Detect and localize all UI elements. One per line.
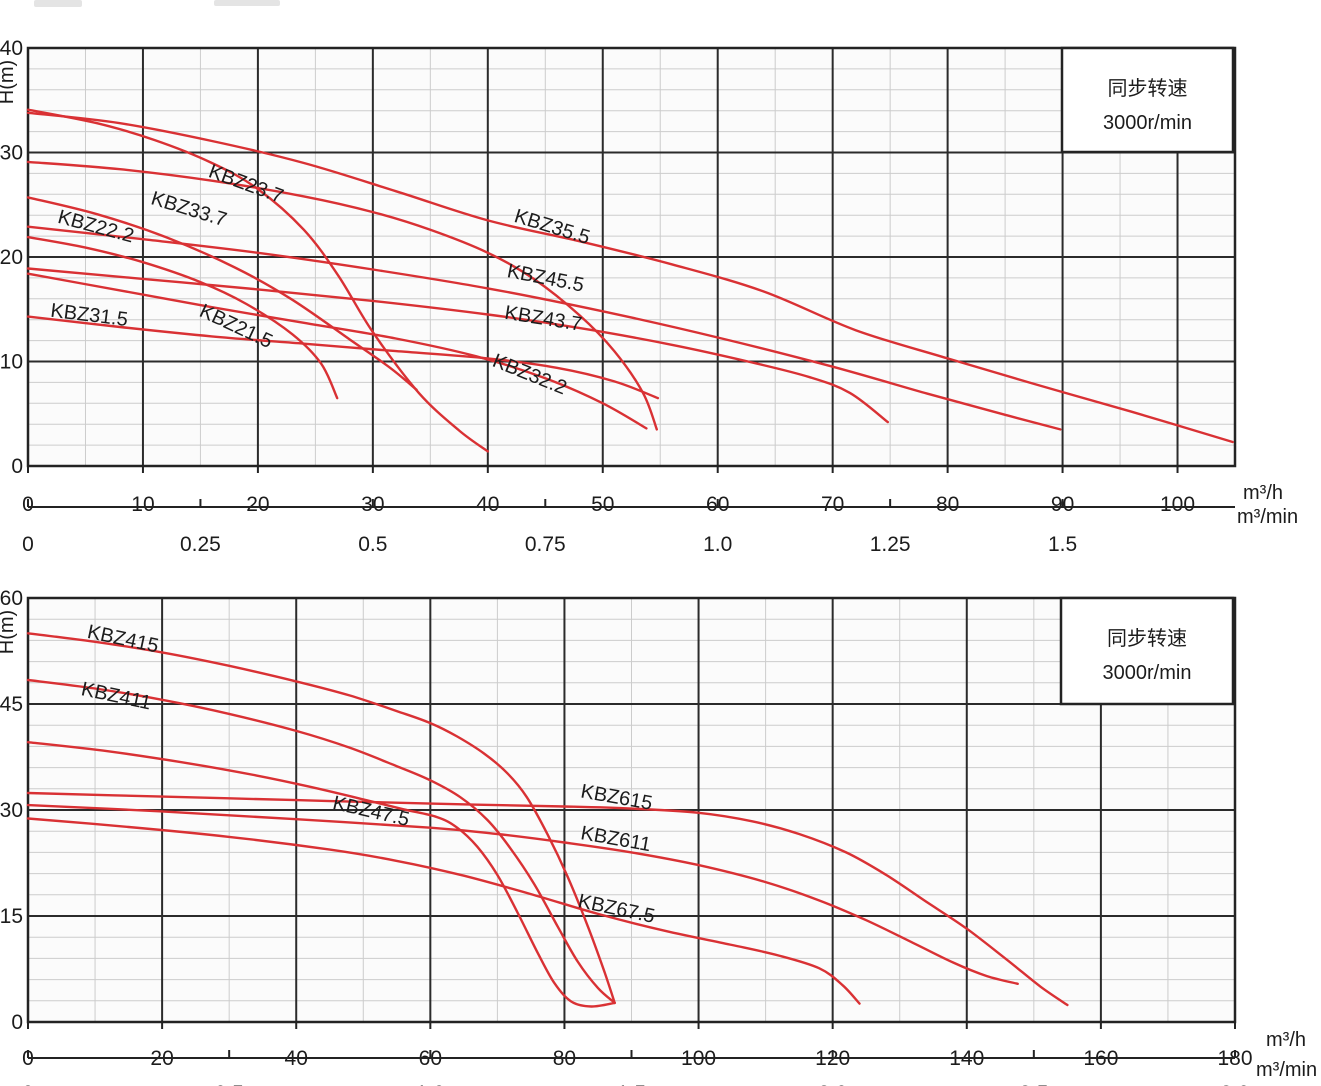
y-tick-label: 30 <box>0 799 23 822</box>
x-tick-label: 80 <box>936 493 959 516</box>
x2-tick-label: 0.5 <box>215 1082 244 1086</box>
y-tick-label: 45 <box>0 693 23 716</box>
x2-tick-label: 0.5 <box>358 533 387 556</box>
legend-line2-bottom: 3000r/min <box>1103 662 1192 684</box>
legend-box-bottom <box>1059 596 1235 706</box>
legend-line1-top: 同步转速 <box>1108 77 1188 100</box>
x-unit-primary-bottom: m³/h <box>1266 1029 1306 1051</box>
x2-tick-label: 1.5 <box>617 1082 646 1086</box>
y-axis-title-bottom: H(m) <box>0 610 18 654</box>
x-unit-secondary-top: m³/min <box>1237 506 1298 528</box>
curve-KBZ35.5 <box>26 111 1234 444</box>
plot-border-top <box>26 46 1237 468</box>
x2-tick-label: 0 <box>22 533 34 556</box>
legend-top: 同步转速 3000r/min <box>1060 46 1235 154</box>
curve-KBZ47.5 <box>26 741 616 1008</box>
major-grid-top <box>28 48 1235 466</box>
legend-box-top <box>1060 46 1235 154</box>
curve-KBZ32.2 <box>26 272 648 430</box>
y-tick-label: 20 <box>0 246 23 269</box>
curves-bottom <box>26 632 1069 1008</box>
x2-tick-label: 0.25 <box>180 533 221 556</box>
curve-KBZ615 <box>26 791 1069 1007</box>
legend-bottom: 同步转速 3000r/min <box>1059 596 1235 706</box>
artifact-mark <box>34 0 82 7</box>
y-axis-title-top: H(m) <box>0 60 18 104</box>
curve-KBZ611 <box>26 803 1019 985</box>
x2-tick-label: 1.0 <box>416 1082 445 1086</box>
x-axis-top: 0102030405060708090100 <box>22 466 1195 516</box>
x2-tick-label: 1.5 <box>1048 533 1077 556</box>
x2-tick-label: 2.0 <box>818 1082 847 1086</box>
curve-KBZ23.7 <box>26 108 489 453</box>
curve-KBZ21.5 <box>26 235 339 400</box>
x-unit-secondary-bottom: m³/min <box>1256 1059 1317 1081</box>
x2-tick-label: 0 <box>22 1082 34 1086</box>
curve-KBZ43.7 <box>26 267 889 424</box>
y-tick-label: 60 <box>0 587 23 610</box>
x-tick-label: 20 <box>246 493 269 516</box>
chart-top: 0102030405060708090100010203040H(m)00.25… <box>0 37 1298 556</box>
x2-axis-bottom: 0 0.5 1.0 1.5 2.0 2.5 3.0 <box>22 1050 1250 1086</box>
chart-bottom: 020406080100120140160180015304560H(m)00.… <box>0 587 1317 1086</box>
y-tick-label: 0 <box>11 1011 23 1034</box>
y-axis-bottom: 0 15 30 45 60 <box>0 587 23 1034</box>
x-tick-label: 40 <box>476 493 499 516</box>
legend-line1-bottom: 同步转速 <box>1107 627 1187 650</box>
y-tick-label: 40 <box>0 37 23 60</box>
curves-top <box>26 108 1234 453</box>
legend-line2-top: 3000r/min <box>1103 112 1192 134</box>
x2-tick-label: 0.75 <box>525 533 566 556</box>
x-tick-label: 100 <box>1160 493 1195 516</box>
y-tick-label: 15 <box>0 905 23 928</box>
x2-axis-top: 0 0.25 0.5 0.75 1.0 1.25 1.5 <box>22 499 1235 556</box>
curve-KBZ22.2 <box>26 196 418 391</box>
y-tick-label: 30 <box>0 142 23 165</box>
x-tick-label: 70 <box>821 493 844 516</box>
plot-border-bottom <box>26 596 1237 1024</box>
x-tick-label: 50 <box>591 493 614 516</box>
x2-tick-label: 1.0 <box>703 533 732 556</box>
y-tick-label: 10 <box>0 351 23 374</box>
curve-KBZ31.5 <box>26 315 660 400</box>
y-tick-label: 0 <box>11 455 23 478</box>
cropped-text-artifact <box>34 0 280 7</box>
y-axis-top: 0 10 20 30 40 <box>0 37 23 478</box>
artifact-mark <box>214 0 280 6</box>
curve-KBZ411 <box>26 678 616 1005</box>
x-axis-bottom: 020406080100120140160180 <box>22 1022 1253 1070</box>
x-unit-primary-top: m³/h <box>1243 482 1283 504</box>
curve-KBZ33.7 <box>26 160 658 431</box>
x-tick-label: 10 <box>131 493 154 516</box>
curve-KBZ45.5 <box>26 225 1062 431</box>
x2-tick-label: 2.5 <box>1019 1082 1048 1086</box>
x2-tick-label: 3.0 <box>1220 1082 1249 1086</box>
x2-tick-label: 1.25 <box>870 533 911 556</box>
curve-KBZ67.5 <box>26 817 861 1005</box>
curve-KBZ415 <box>26 632 616 1005</box>
